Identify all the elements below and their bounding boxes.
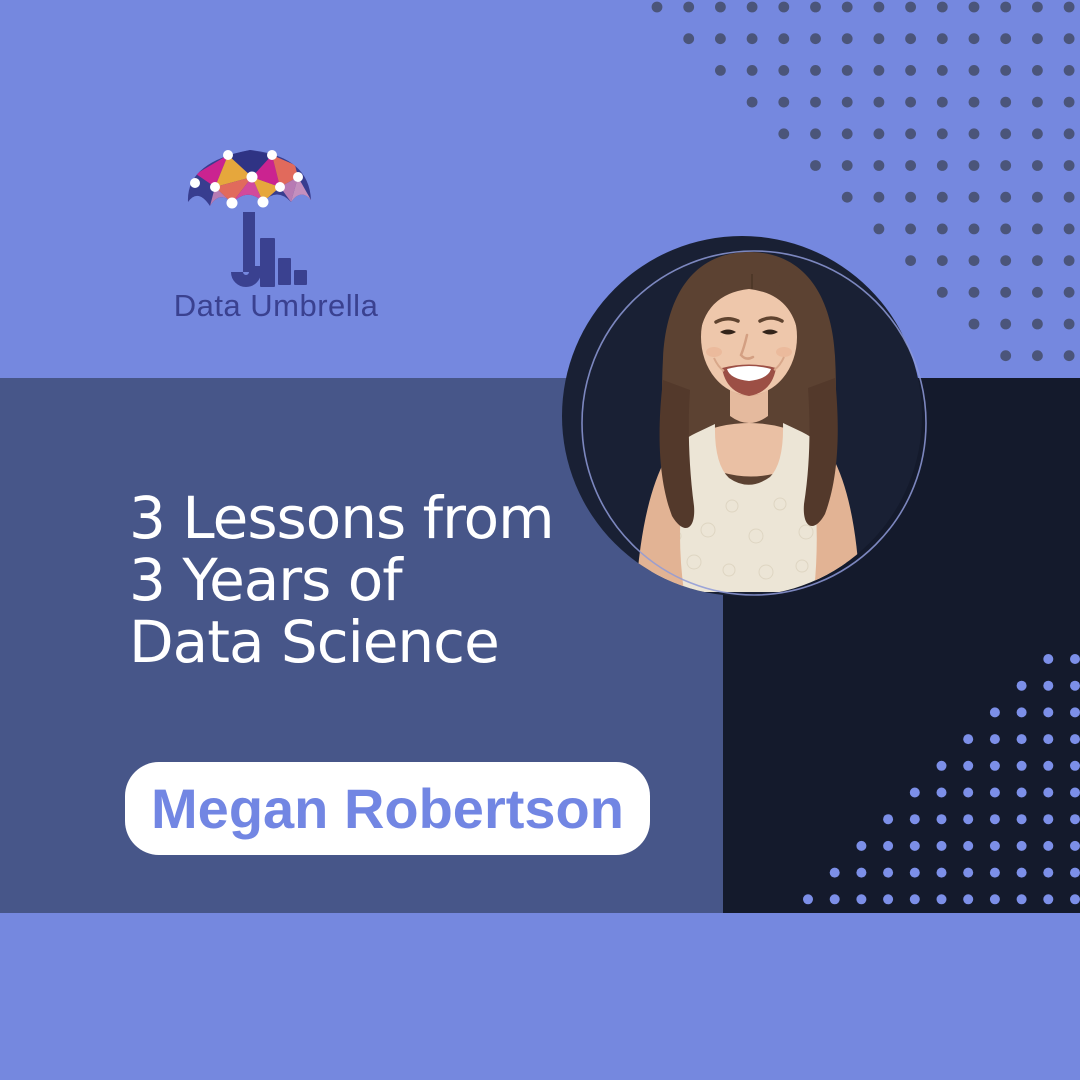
lace-top — [650, 423, 848, 592]
facial-features — [706, 316, 792, 396]
title-line-3: Data Science — [129, 608, 500, 676]
speaker-name-pill: Megan Robertson — [125, 762, 650, 855]
umbrella-canopy — [187, 150, 311, 209]
portrait — [562, 236, 922, 596]
episode-title: 3 Lessons from 3 Years of Data Science — [129, 487, 749, 673]
speaker-name: Megan Robertson — [151, 777, 624, 840]
speaker-photo — [562, 236, 927, 596]
hair-lock-left — [659, 380, 695, 529]
photo-ring — [581, 250, 927, 596]
face — [701, 279, 797, 395]
title-line-2: 3 Years of — [129, 546, 403, 614]
title-line-1: 3 Lessons from — [129, 484, 555, 552]
network-nodes — [190, 150, 303, 209]
hair-lock-right — [803, 378, 838, 527]
brand-name: Data Umbrella — [173, 288, 379, 323]
handle-and-bars — [231, 212, 307, 287]
umbrella-bar-chart-icon — [187, 150, 311, 287]
